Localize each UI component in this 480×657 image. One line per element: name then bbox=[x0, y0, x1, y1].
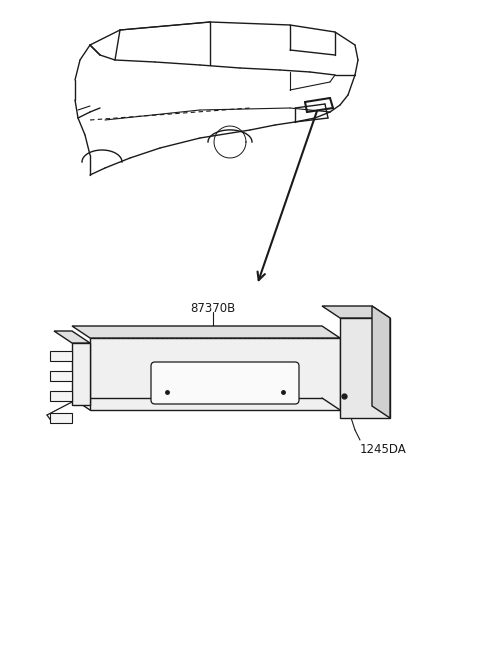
Polygon shape bbox=[50, 351, 72, 361]
FancyBboxPatch shape bbox=[151, 362, 299, 404]
Polygon shape bbox=[340, 318, 390, 418]
Polygon shape bbox=[72, 326, 340, 338]
Polygon shape bbox=[322, 306, 390, 318]
Polygon shape bbox=[50, 371, 72, 381]
Text: 87370B: 87370B bbox=[191, 302, 236, 315]
Polygon shape bbox=[72, 343, 90, 405]
Polygon shape bbox=[372, 306, 390, 418]
Polygon shape bbox=[50, 413, 72, 423]
Text: 1245DA: 1245DA bbox=[360, 443, 407, 456]
Polygon shape bbox=[50, 391, 72, 401]
Polygon shape bbox=[90, 338, 340, 410]
Polygon shape bbox=[54, 331, 90, 343]
